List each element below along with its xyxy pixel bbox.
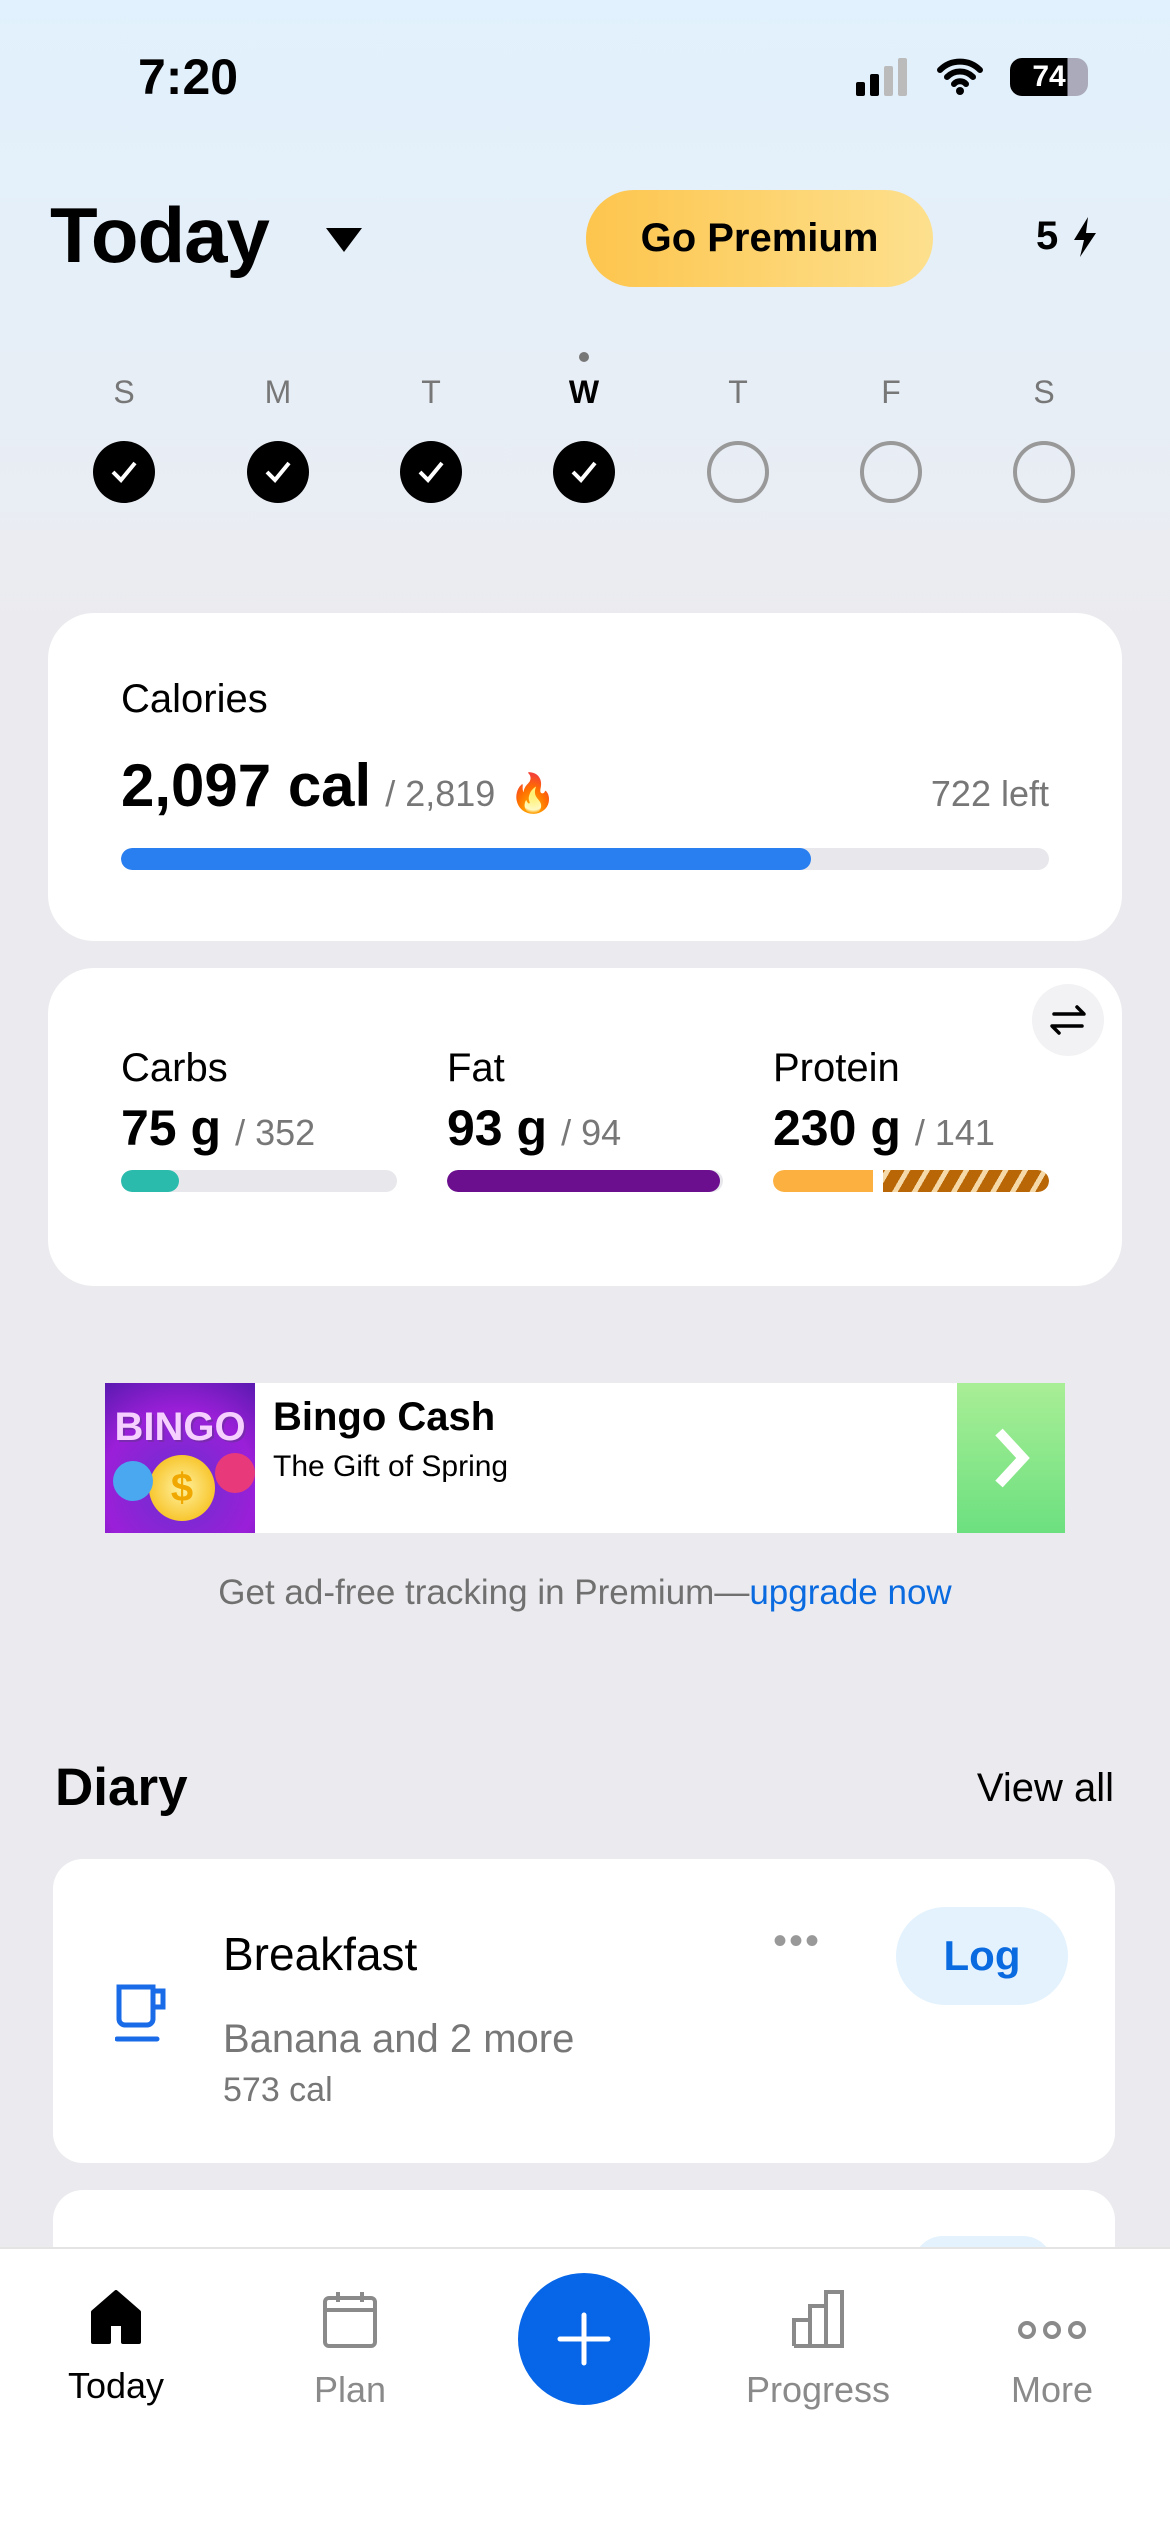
day-0[interactable]: S	[84, 374, 164, 503]
meal-summary: Banana and 2 more	[223, 2017, 575, 2061]
check-circle-icon	[93, 441, 155, 503]
day-1[interactable]: M	[238, 374, 318, 503]
meal-card-breakfast[interactable]: Breakfast ••• Log Banana and 2 more 573 …	[53, 1859, 1115, 2163]
tab-label: Today	[67, 2365, 165, 2406]
macro-progress-fill	[773, 1170, 873, 1192]
battery-level: 74	[1032, 60, 1066, 93]
ad-title: Bingo Cash	[273, 1395, 496, 1439]
upgrade-link[interactable]: upgrade now	[749, 1573, 952, 1612]
more-options-icon[interactable]: •••	[773, 1919, 822, 1963]
header-background	[0, 0, 1170, 620]
macro-progress-bar	[447, 1170, 723, 1192]
wifi-icon	[937, 58, 983, 95]
calories-eaten: 2,097 cal	[121, 752, 372, 819]
macro-value: 75 g	[121, 1100, 222, 1156]
empty-circle-icon	[860, 441, 922, 503]
current-day-dot	[579, 352, 589, 362]
chevron-right-icon	[995, 1428, 1030, 1488]
calories-label: Calories	[121, 677, 268, 721]
upsell-message: Get ad-free tracking in Premium—	[218, 1573, 750, 1612]
meal-calories: 573 cal	[223, 2071, 333, 2109]
tab-label: Plan	[313, 2369, 387, 2410]
tab-label: Progress	[745, 2369, 891, 2410]
coffee-cup-icon	[115, 1984, 166, 2042]
day-6[interactable]: S	[1004, 374, 1084, 503]
ad-subtitle: The Gift of Spring	[273, 1450, 509, 1483]
macro-protein: Protein 230 g / 141	[773, 1046, 1049, 1192]
add-button[interactable]	[518, 2273, 650, 2405]
go-premium-button[interactable]: Go Premium	[586, 190, 933, 287]
macro-progress-fill	[121, 1170, 179, 1192]
plus-icon	[557, 2312, 611, 2366]
ad-banner[interactable]: BINGO $ Bingo Cash The Gift of Spring	[105, 1383, 1065, 1533]
calories-card[interactable]: Calories 2,097 cal / 2,819 🔥 722 left	[48, 613, 1122, 941]
tab-plan[interactable]: Plan	[250, 2290, 450, 2411]
empty-circle-icon	[707, 441, 769, 503]
streak-counter[interactable]: 5	[1036, 214, 1098, 259]
day-letter: S	[113, 374, 135, 410]
tab-label: More	[1010, 2369, 1094, 2410]
calories-left: 722 left	[930, 773, 1049, 814]
macro-progress-fill	[447, 1170, 721, 1192]
macro-goal: / 352	[235, 1112, 316, 1153]
day-letter: T	[421, 374, 441, 410]
ad-image: BINGO $	[105, 1383, 255, 1533]
log-button[interactable]: Log	[896, 1907, 1068, 2005]
calories-progress-bar	[121, 848, 1049, 870]
page-title[interactable]: Today	[50, 191, 270, 279]
calories-goal: / 2,819	[385, 773, 496, 814]
battery-icon: 74	[1010, 58, 1088, 96]
signal-icon	[856, 58, 907, 96]
chevron-down-icon[interactable]	[326, 228, 362, 254]
day-5[interactable]: F	[851, 374, 931, 503]
tab-today[interactable]: Today	[16, 2290, 216, 2407]
day-4[interactable]: T	[698, 374, 778, 503]
diary-title: Diary	[55, 1758, 188, 1817]
meal-name: Breakfast	[223, 1928, 418, 1980]
upsell-text: Get ad-free tracking in Premium—upgrade …	[0, 1573, 1170, 1613]
day-letter: T	[728, 374, 748, 410]
more-dots-icon	[1018, 2321, 1086, 2339]
macro-label: Fat	[447, 1046, 505, 1090]
day-letter: S	[1033, 374, 1055, 410]
macro-goal: / 94	[561, 1112, 622, 1153]
view-all-link[interactable]: View all	[976, 1766, 1114, 1810]
macro-value: 230 g	[773, 1100, 901, 1156]
swap-arrows-icon	[1050, 1005, 1086, 1035]
check-circle-icon	[247, 441, 309, 503]
tab-progress[interactable]: Progress	[718, 2290, 918, 2411]
macro-fat: Fat 93 g / 94	[447, 1046, 723, 1192]
macro-label: Protein	[773, 1046, 900, 1090]
macro-over-fill	[883, 1170, 1049, 1192]
macro-progress-bar	[773, 1170, 1049, 1192]
day-letter: F	[881, 374, 901, 410]
macro-value: 93 g	[447, 1100, 548, 1156]
macro-carbs: Carbs 75 g / 352	[121, 1046, 397, 1192]
fire-icon: 🔥	[509, 773, 557, 815]
tab-more[interactable]: More	[952, 2290, 1152, 2411]
lightning-icon	[1074, 216, 1097, 257]
check-circle-icon	[400, 441, 462, 503]
swap-button[interactable]	[1032, 984, 1104, 1056]
streak-count: 5	[1036, 214, 1059, 258]
macro-label: Carbs	[121, 1046, 228, 1090]
coin-icon: $	[149, 1455, 215, 1521]
day-2[interactable]: T	[391, 374, 471, 503]
calendar-icon	[323, 2292, 377, 2348]
calories-progress-fill	[121, 848, 812, 870]
check-circle-icon	[553, 441, 615, 503]
home-icon	[91, 2290, 141, 2344]
macro-goal: / 141	[914, 1112, 995, 1153]
day-3[interactable]: W	[544, 352, 624, 503]
day-letter: W	[568, 374, 600, 410]
ad-logo-text: BINGO	[114, 1405, 246, 1449]
day-letter: M	[264, 374, 292, 410]
ad-open-button[interactable]	[957, 1383, 1065, 1533]
empty-circle-icon	[1013, 441, 1075, 503]
macro-progress-bar	[121, 1170, 397, 1192]
status-time: 7:20	[138, 49, 239, 105]
macros-card[interactable]: Carbs 75 g / 352 Fat 93 g / 94 Protein 230 g…	[48, 968, 1122, 1286]
bar-chart-icon	[792, 2290, 844, 2348]
